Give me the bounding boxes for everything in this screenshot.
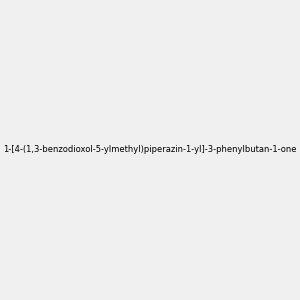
Text: 1-[4-(1,3-benzodioxol-5-ylmethyl)piperazin-1-yl]-3-phenylbutan-1-one: 1-[4-(1,3-benzodioxol-5-ylmethyl)piperaz… <box>3 146 297 154</box>
